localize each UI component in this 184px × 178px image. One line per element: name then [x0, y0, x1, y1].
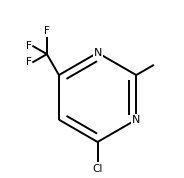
- Text: F: F: [26, 57, 31, 67]
- Text: N: N: [93, 48, 102, 58]
- Text: F: F: [44, 26, 50, 36]
- Text: N: N: [132, 115, 140, 125]
- Text: F: F: [26, 41, 31, 51]
- Text: Cl: Cl: [92, 164, 103, 174]
